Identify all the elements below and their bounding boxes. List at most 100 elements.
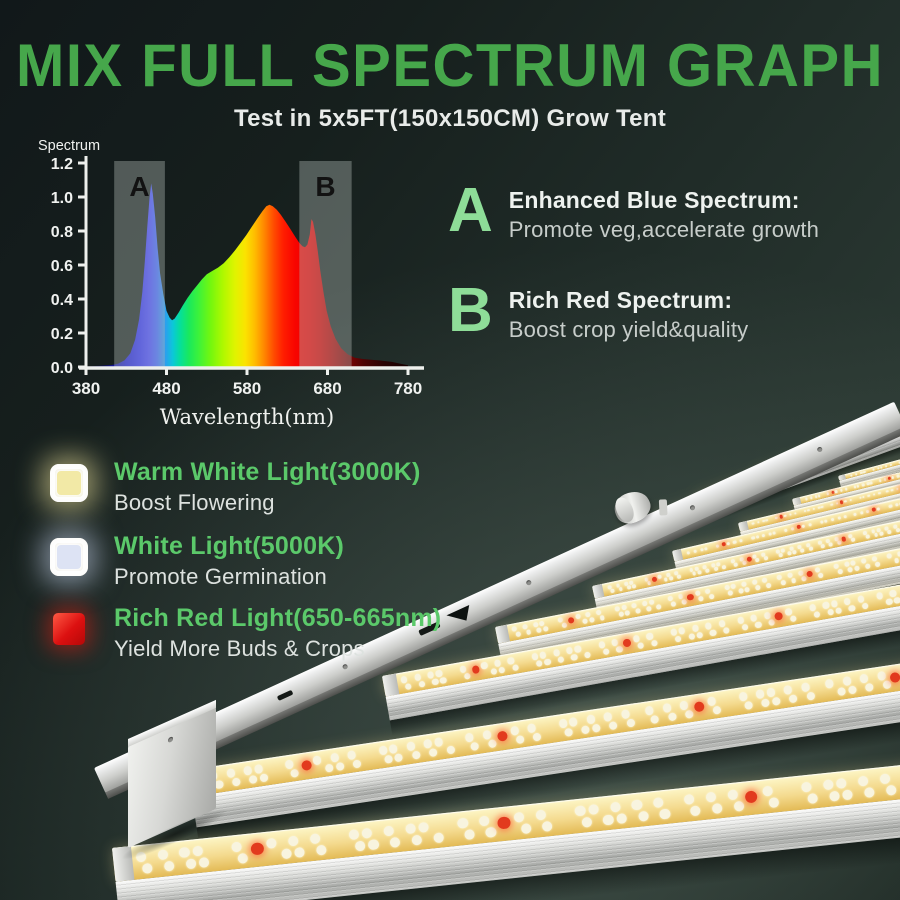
led-dot [388,744,399,754]
led-dot [608,721,619,731]
led-dot [676,574,682,580]
led-dot [780,547,786,553]
svg-text:Spectrum: Spectrum [38,138,100,154]
led-dot [335,762,345,772]
led-dot [763,611,771,620]
led-dot [695,631,704,639]
led-dot [889,589,897,598]
annotation-a-letter: A [448,176,493,245]
led-dot [771,696,781,707]
led-dot [668,576,674,582]
led-dot [864,563,871,570]
led-dot [844,487,848,491]
led-dot [615,645,624,653]
led-dot [632,634,641,643]
led-dot [644,705,655,716]
red-led-dot [250,841,265,856]
led-dot [707,696,717,706]
led-dot [704,622,713,630]
led-dot [435,669,443,678]
led-dot [587,803,599,815]
led-dot [480,661,488,670]
led-dot [446,745,456,755]
led-dot [539,651,547,659]
led-dot [543,658,552,666]
led-dot [602,648,610,656]
led-dot [383,754,394,765]
led-dot [525,629,532,636]
bar-end-cap [382,673,400,697]
led-dot [733,800,745,812]
led-dot [493,659,502,667]
led-dot [315,844,327,856]
led-dot [423,739,433,749]
page-title: MIX FULL SPECTRUM GRAPH [16,31,884,100]
led-dot [464,732,475,743]
led-dot [885,598,893,606]
led-dot [610,588,615,594]
led-dot [826,608,835,616]
led-dot [411,750,421,761]
led-dot [793,511,798,515]
led-dot [741,560,747,566]
led-dot [478,815,491,827]
legend-red-heading: Rich Red Light(650-665nm) [114,604,442,632]
led-dot [513,811,525,823]
led-dot [807,522,812,527]
led-dot [185,858,197,870]
led-dot [761,533,766,537]
svg-text:0.0: 0.0 [51,360,73,377]
led-dot [768,618,776,627]
led-dot [231,777,241,787]
led-dot [891,475,895,479]
led-dot [198,856,210,869]
led-dot [574,613,581,620]
led-dot [842,789,854,801]
red-led-dot [774,611,784,621]
led-dot [818,572,824,579]
led-dot [652,796,665,809]
led-dot [709,629,717,637]
led-dot [463,672,471,680]
led-dot [485,826,497,838]
led-dot [888,503,893,508]
led-dot [487,739,497,749]
spectrum-chart: A B 0.0 0.2 0.4 0.6 0.8 1.0 1.2 380 480 580 680 780 Sp… [30,134,444,434]
led-dot [754,621,762,629]
cable-hook [658,499,668,516]
svg-text:0.6: 0.6 [51,258,73,275]
led-dot [312,755,322,765]
led-dot [863,787,876,799]
led-dot [324,763,335,773]
legend-row-red: Rich Red Light(650-665nm) Yield More Bud… [50,602,441,662]
led-dot [557,656,565,664]
led-dot [882,680,892,690]
led-dot [598,641,606,649]
led-dot [878,531,884,537]
led-dot [637,641,645,650]
led-dot [789,615,797,623]
led-dot [784,527,788,532]
led-dot [678,626,686,635]
led-dot [850,537,856,543]
led-dot [885,489,889,493]
led-dot [662,703,672,713]
led-dot [883,477,887,481]
rail-screw [816,446,824,453]
led-dot [856,484,860,488]
led-dot [780,580,787,586]
led-dot [890,488,894,492]
led-dot [876,506,881,511]
led-dot [867,494,871,498]
led-dot [783,514,787,518]
led-dot [822,779,834,791]
led-dot [191,845,204,857]
rail-screw [689,504,696,512]
led-dot [866,509,870,513]
led-dot [857,595,865,603]
led-dot [715,543,720,548]
legend-white-description: Promote Germination [114,564,327,589]
led-dot [830,503,834,507]
warm-white-led-chip-icon [50,464,88,502]
